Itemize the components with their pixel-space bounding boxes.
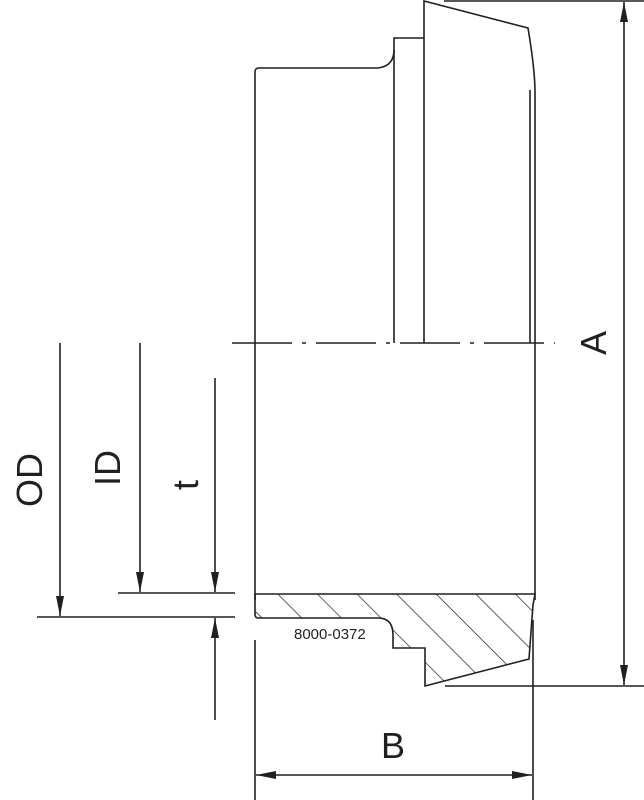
part-number: 8000-0372 bbox=[294, 626, 366, 643]
label-t: t bbox=[165, 480, 206, 490]
label-id: ID bbox=[87, 450, 128, 486]
dimension-od: OD bbox=[9, 343, 235, 618]
dimension-id: ID bbox=[87, 343, 235, 594]
label-a: A bbox=[573, 331, 614, 355]
dimension-t: t bbox=[165, 378, 219, 720]
section-hatch bbox=[254, 593, 536, 688]
label-od: OD bbox=[9, 453, 50, 507]
label-b: B bbox=[381, 725, 405, 766]
dimension-b: B bbox=[256, 725, 532, 779]
part-outline bbox=[254, 0, 536, 800]
dimension-a: A bbox=[444, 0, 644, 687]
